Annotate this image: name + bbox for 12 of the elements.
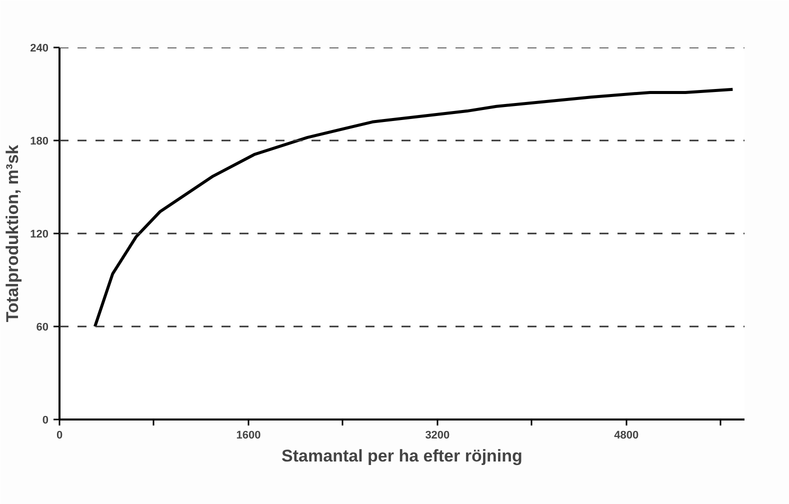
x-tick-label: 0 xyxy=(56,430,63,442)
y-tick-label: 180 xyxy=(30,136,49,148)
y-tick-label: 60 xyxy=(36,322,49,334)
x-tick-label: 4800 xyxy=(614,430,639,442)
y-tick-label: 240 xyxy=(30,42,49,54)
y-axis-title: Totalproduktion, m³sk xyxy=(3,144,22,322)
x-tick-label: 3200 xyxy=(425,430,450,442)
x-tick-label: 1600 xyxy=(236,430,261,442)
line-series xyxy=(93,88,734,328)
y-tick-label: 120 xyxy=(30,228,49,240)
x-axis-title: Stamantal per ha efter röjning xyxy=(282,446,522,466)
y-tick-label: 0 xyxy=(42,414,49,426)
